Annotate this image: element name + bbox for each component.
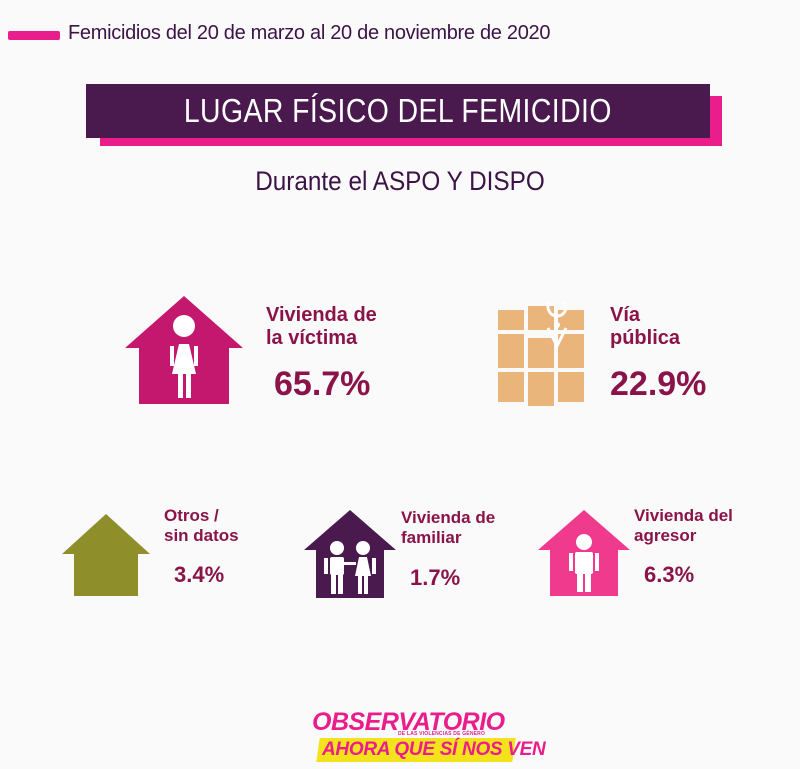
map-pin-icon <box>498 302 584 406</box>
category-label-otros: Otros / sin datos <box>164 506 239 545</box>
category-label-via-publica: Vía pública <box>610 304 681 349</box>
page-title: LUGAR FÍSICO DEL FEMICIDIO <box>183 92 612 129</box>
category-value-otros: 3.4% <box>174 562 225 587</box>
subtitle-accent-bar <box>8 31 60 40</box>
category-value-vivienda-agresor: 6.3% <box>644 562 695 587</box>
house-family-icon <box>304 510 396 598</box>
category-label-vivienda-familiar: Vivienda de familiar <box>401 508 496 547</box>
house-icon <box>62 514 150 596</box>
category-label-vivienda-agresor: Vivienda del agresor <box>634 506 733 545</box>
logo-small-text: DE LAS VIOLENCIAS DE GÉNERO <box>398 731 486 737</box>
house-man-icon <box>538 510 630 596</box>
house-woman-icon <box>125 296 243 404</box>
logo-tagline: AHORA QUE SÍ NOS VEN <box>322 739 546 760</box>
category-value-vivienda-victima: 65.7% <box>274 365 371 403</box>
period-heading: Durante el ASPO Y DISPO <box>255 166 545 196</box>
category-label-vivienda-victima: Vivienda de la víctima <box>266 304 377 349</box>
category-value-vivienda-familiar: 1.7% <box>410 565 461 590</box>
date-range-subtitle: Femicidios del 20 de marzo al 20 de novi… <box>68 22 551 44</box>
title-banner: LUGAR FÍSICO DEL FEMICIDIO <box>86 84 710 138</box>
category-value-via-publica: 22.9% <box>610 365 707 403</box>
logo-observatorio: OBSERVATORIO <box>312 708 505 736</box>
